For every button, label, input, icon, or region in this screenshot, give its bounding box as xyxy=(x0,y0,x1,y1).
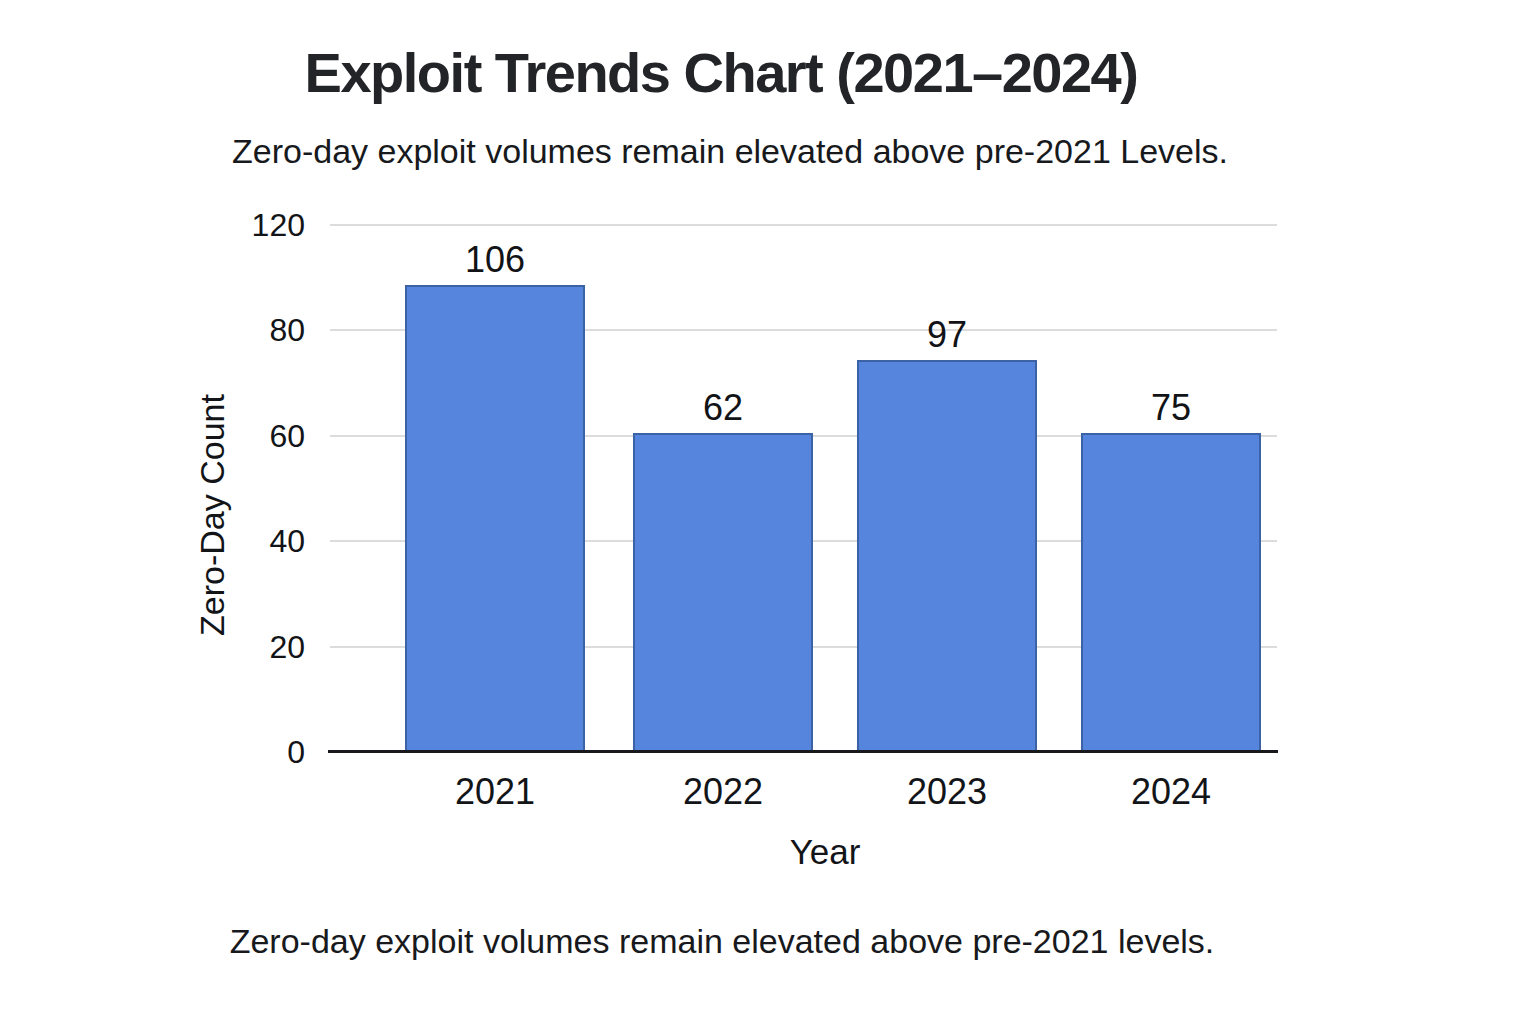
x-tick-label: 2022 xyxy=(683,773,763,811)
bottom-caption: Zero-day exploit volumes remain elevated… xyxy=(230,922,1215,961)
y-tick-label: 40 xyxy=(165,525,305,557)
x-tick-label: 2021 xyxy=(455,773,535,811)
bar-2021 xyxy=(405,285,585,752)
x-tick-label: 2024 xyxy=(1131,773,1211,811)
bar-2024 xyxy=(1081,433,1261,752)
y-tick-label: 80 xyxy=(165,314,305,346)
x-tick-label: 2023 xyxy=(907,773,987,811)
bar-value-label: 97 xyxy=(927,316,967,354)
bar-value-label: 62 xyxy=(703,389,743,427)
y-tick-label: 20 xyxy=(165,631,305,663)
chart-title: Exploit Trends Chart (2021–2024) xyxy=(305,40,1138,105)
y-tick-label: 60 xyxy=(165,420,305,452)
gridline xyxy=(330,224,1277,226)
bar-2022 xyxy=(633,433,813,752)
x-axis-line xyxy=(328,750,1278,753)
y-tick-label: 120 xyxy=(165,209,305,241)
bar-2023 xyxy=(857,360,1037,752)
chart-page: Exploit Trends Chart (2021–2024) Zero-da… xyxy=(0,0,1536,1024)
y-tick-label: 0 xyxy=(165,736,305,768)
bar-value-label: 106 xyxy=(465,241,525,279)
x-axis-title: Year xyxy=(790,832,861,872)
bar-value-label: 75 xyxy=(1151,389,1191,427)
chart-subtitle: Zero-day exploit volumes remain elevated… xyxy=(232,132,1228,171)
